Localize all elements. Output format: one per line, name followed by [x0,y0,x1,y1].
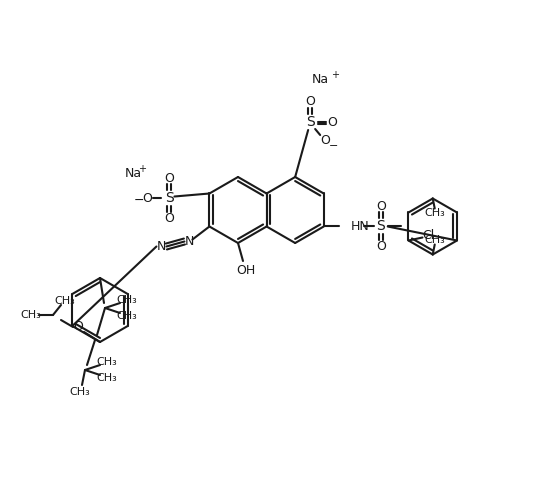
Text: −: − [134,194,144,207]
Text: O: O [376,200,386,213]
Text: O: O [320,133,330,147]
Text: O: O [305,95,315,109]
Text: O: O [165,212,174,225]
Text: CH₃: CH₃ [54,296,75,306]
Text: O: O [327,116,337,128]
Text: −: − [328,141,338,151]
Text: N: N [157,240,166,253]
Text: Na: Na [312,74,329,86]
Text: O: O [142,192,152,205]
Text: O: O [165,172,174,185]
Text: CH₃: CH₃ [21,310,42,320]
Text: +: + [331,70,339,80]
Text: S: S [376,219,385,234]
Text: CH₃: CH₃ [70,387,91,397]
Text: CH₃: CH₃ [96,373,117,383]
Text: Cl: Cl [422,229,434,242]
Text: OH: OH [236,264,256,278]
Text: CH₃: CH₃ [117,311,138,321]
Text: O: O [73,321,83,333]
Text: CH₃: CH₃ [117,295,138,305]
Text: CH₃: CH₃ [424,236,445,246]
Text: O: O [376,240,386,253]
Text: S: S [165,192,174,206]
Text: HN: HN [351,220,369,233]
Text: CH₃: CH₃ [96,357,117,367]
Text: CH₃: CH₃ [424,207,445,217]
Text: S: S [306,115,314,129]
Text: Na: Na [124,167,142,180]
Text: +: + [139,164,147,173]
Text: N: N [185,235,194,248]
